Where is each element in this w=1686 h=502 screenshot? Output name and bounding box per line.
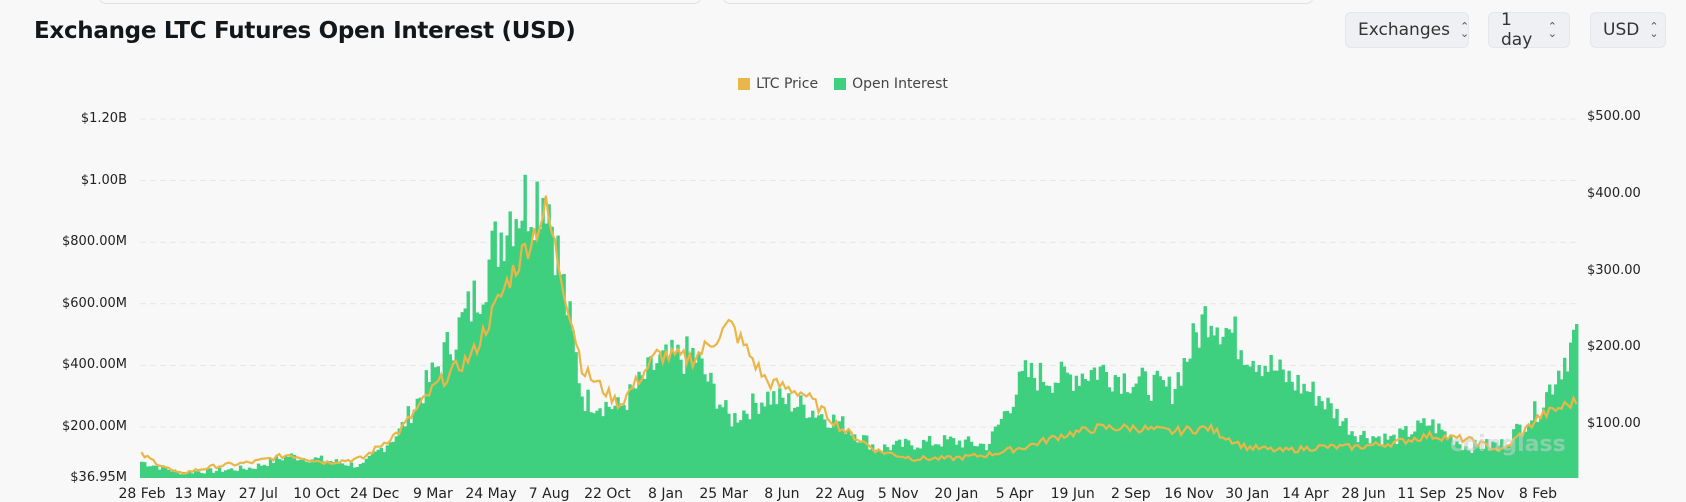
coinglass-watermark: coinglass	[1450, 432, 1566, 457]
right-axis-tick-label: $500.00	[1587, 109, 1641, 124]
x-axis-tick-label: 9 Mar	[412, 486, 453, 502]
interval-select-label: 1 day	[1501, 10, 1533, 50]
page-title: Exchange LTC Futures Open Interest (USD)	[34, 18, 576, 44]
x-axis-tick-label: 8 Jan	[648, 486, 683, 502]
chart-legend: LTC Price Open Interest	[0, 76, 1686, 92]
x-axis-tick-label: 5 Apr	[995, 486, 1034, 502]
x-axis-tick-label: 25 Nov	[1455, 486, 1505, 502]
x-axis-tick-label: 8 Feb	[1518, 486, 1558, 502]
x-axis-tick-label: 5 Nov	[877, 486, 919, 502]
left-axis-tick-label: $1.00B	[80, 172, 127, 188]
x-axis-tick-label: 25 Mar	[699, 486, 748, 502]
left-axis-tick-label: $800.00M	[62, 234, 127, 250]
legend-item-ltc-price[interactable]: LTC Price	[738, 76, 818, 92]
x-axis-tick-label: 14 Apr	[1282, 486, 1329, 502]
exchanges-select-label: Exchanges	[1358, 20, 1450, 40]
exchanges-select[interactable]: Exchanges ⌃ ⌄	[1345, 12, 1469, 48]
left-axis-tick-label: $400.00M	[62, 357, 127, 373]
right-axis-tick-label: $100.00	[1587, 416, 1641, 431]
chevron-up-down-icon: ⌃ ⌄	[1459, 20, 1470, 40]
legend-label-open-interest: Open Interest	[852, 76, 948, 92]
x-axis-tick-label: 11 Sep	[1397, 486, 1446, 502]
right-axis-tick-label: $200.00	[1587, 339, 1641, 355]
x-axis-tick-label: 8 Jun	[764, 486, 800, 502]
x-axis-tick-label: 2 Sep	[1110, 486, 1151, 502]
x-axis-tick-label: 24 May	[465, 486, 517, 502]
currency-select[interactable]: USD ⌃ ⌄	[1590, 12, 1666, 48]
currency-select-label: USD	[1603, 20, 1640, 40]
x-axis-tick-label: 7 Aug	[528, 486, 570, 502]
right-axis-tick-label: $400.00	[1587, 185, 1641, 201]
legend-label-price: LTC Price	[756, 76, 819, 92]
x-axis-tick-label: 27 Jul	[238, 486, 278, 502]
x-axis-tick-label: 24 Dec	[349, 486, 400, 502]
x-axis-tick-label: 13 May	[174, 486, 226, 502]
x-axis-tick-label: 19 Jun	[1050, 486, 1095, 502]
x-axis-tick-label: 30 Jan	[1225, 486, 1270, 502]
left-axis-tick-label: $36.95M	[70, 470, 127, 485]
open-interest-bars	[140, 174, 1579, 479]
left-axis-tick-label: $600.00M	[62, 295, 127, 311]
left-axis-tick-label: $200.00M	[62, 419, 127, 434]
x-axis-tick-label: 16 Nov	[1164, 486, 1214, 502]
chevron-up-down-icon: ⌃ ⌄	[1547, 20, 1557, 40]
ltc-price-line	[140, 195, 1578, 475]
left-axis-tick-label: $1.20B	[80, 111, 127, 126]
legend-item-open-interest[interactable]: Open Interest	[834, 76, 948, 92]
x-axis-tick-label: 22 Aug	[815, 486, 865, 502]
x-axis-tick-label: 20 Jan	[934, 486, 979, 502]
legend-swatch-open-interest	[834, 78, 847, 90]
x-axis-tick-label: 28 Jun	[1341, 486, 1386, 502]
legend-swatch-price	[738, 78, 751, 90]
x-axis-tick-label: 22 Oct	[584, 486, 631, 502]
x-axis-tick-label: 28 Feb	[118, 486, 166, 502]
x-axis-tick-label: 10 Oct	[293, 486, 340, 502]
interval-select[interactable]: 1 day ⌃ ⌄	[1488, 10, 1570, 50]
chevron-up-down-icon: ⌃ ⌄	[1649, 20, 1659, 40]
right-axis-tick-label: $300.00	[1587, 262, 1641, 278]
